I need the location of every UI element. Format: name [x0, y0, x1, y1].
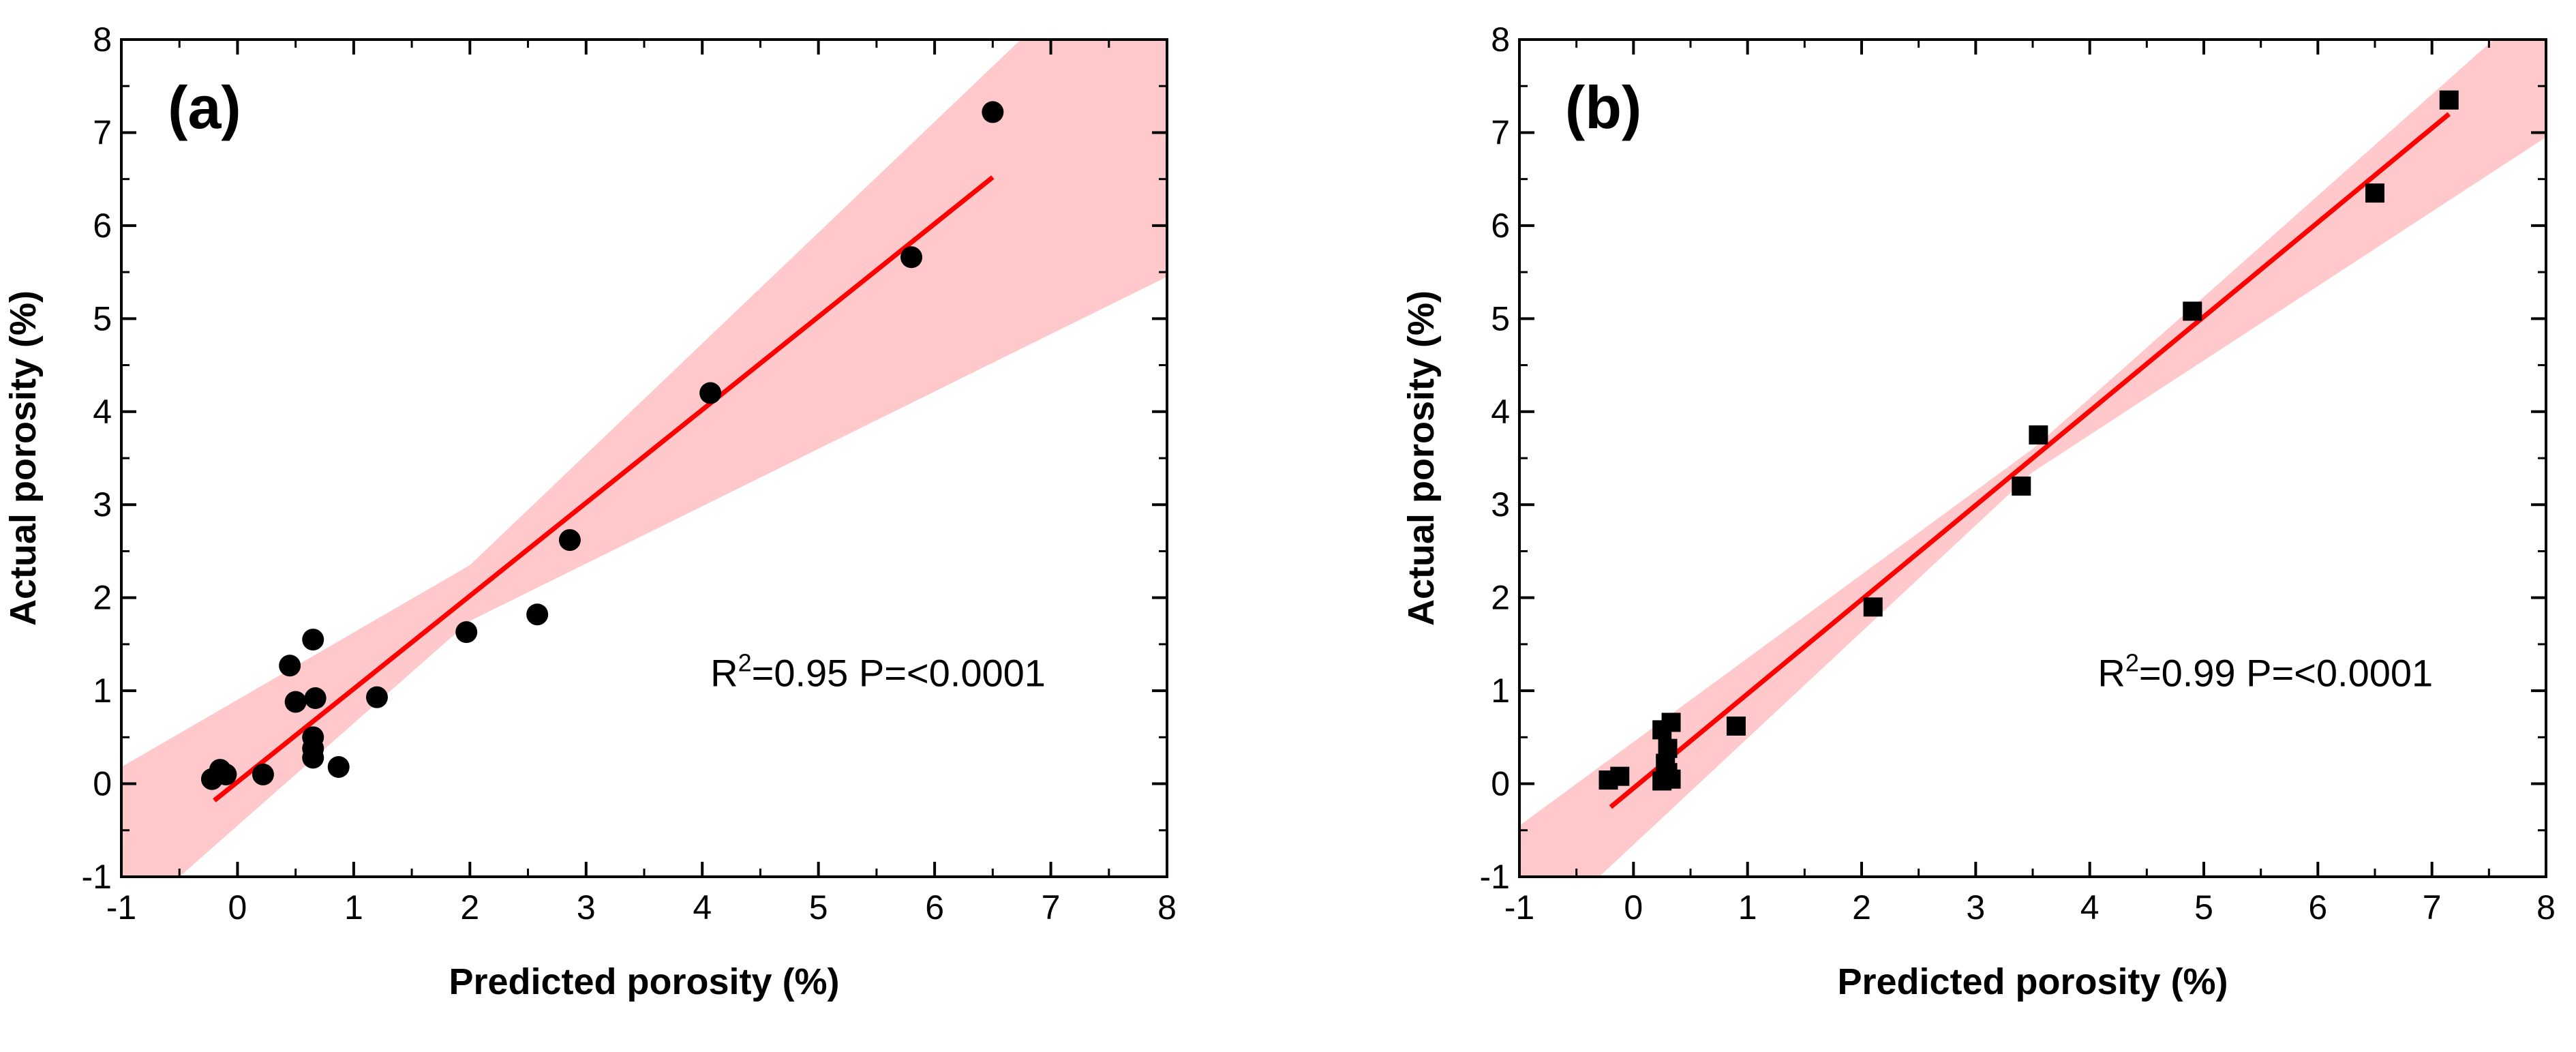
annotation-main: R — [710, 651, 738, 694]
y-tick-label: 8 — [1491, 20, 1510, 59]
y-tick-label: 6 — [93, 207, 112, 245]
panel-a: -1 0 1 2 3 4 5 6 7 8 -1 0 1 2 3 4 5 6 7 8 Predicted porosity… — [3, 20, 1177, 1002]
y-tick-label: 3 — [93, 485, 112, 524]
data-point-square — [1610, 766, 1630, 786]
x-tick-label: -1 — [1504, 888, 1534, 927]
annotation-superscript: 2 — [2125, 648, 2139, 676]
annotation-rest: =0.95 P=<0.0001 — [752, 651, 1046, 694]
y-tick-label: 4 — [93, 393, 112, 431]
x-tick-label: 1 — [1738, 888, 1757, 927]
data-point-circle — [526, 603, 549, 626]
x-tick-label: 4 — [2080, 888, 2100, 927]
data-point-circle — [252, 763, 274, 785]
fit-line — [1609, 112, 2451, 809]
data-point-square — [1726, 716, 1746, 736]
y-axis-title: Actual porosity (%) — [1401, 290, 1442, 626]
x-axis-title: Predicted porosity (%) — [1837, 961, 2228, 1002]
data-point-circle — [455, 621, 478, 644]
y-tick-label: -1 — [1480, 858, 1510, 896]
data-point-square — [2029, 425, 2048, 445]
y-tick-label: 7 — [1491, 113, 1510, 151]
y-tick-label: 7 — [93, 113, 112, 151]
y-tick-label: 1 — [93, 672, 112, 710]
annotation-rest: =0.99 P=<0.0001 — [2139, 651, 2433, 694]
plot-area — [1519, 40, 2546, 877]
data-point-circle — [699, 382, 722, 404]
x-tick-label: 3 — [1966, 888, 1985, 927]
y-tick-label: 5 — [93, 299, 112, 337]
data-point-circle — [304, 687, 327, 710]
annotation-superscript: 2 — [738, 648, 752, 676]
x-tick-label: 6 — [925, 888, 944, 927]
x-axis-title: Predicted porosity (%) — [449, 961, 839, 1002]
data-point-circle — [365, 686, 388, 708]
y-tick-label: 6 — [1491, 207, 1510, 245]
panel-label: (b) — [1565, 74, 1641, 141]
x-tick-label: 3 — [577, 888, 596, 927]
fit-line — [213, 175, 995, 802]
data-point-square — [2183, 301, 2202, 321]
y-tick-label: 0 — [93, 765, 112, 803]
data-point-square — [1661, 769, 1681, 789]
y-axis-title: Actual porosity (%) — [3, 290, 44, 626]
x-tick-label: 5 — [2194, 888, 2213, 927]
data-point-square — [1661, 712, 1681, 732]
data-point-square — [2365, 183, 2384, 203]
data-point-circle — [302, 629, 324, 651]
y-tick-label: 8 — [93, 20, 112, 59]
data-point-circle — [982, 101, 1004, 123]
x-tick-label: 8 — [2536, 888, 2556, 927]
x-tick-label: 8 — [1157, 888, 1177, 927]
x-tick-label: 0 — [228, 888, 247, 927]
x-tick-label: 2 — [460, 888, 479, 927]
confidence-band — [121, 40, 1167, 877]
annotation-main: R — [2097, 651, 2125, 694]
x-tick-label: 1 — [344, 888, 363, 927]
x-tick-label: 6 — [2308, 888, 2327, 927]
y-tick-label: 2 — [93, 579, 112, 617]
y-tick-label: -1 — [82, 858, 112, 896]
r-squared-annotation: R2=0.95 P=<0.0001 — [710, 648, 1046, 694]
y-tick-label: 1 — [1491, 672, 1510, 710]
y-tick-label: 5 — [1491, 299, 1510, 337]
data-point-circle — [558, 529, 581, 552]
x-tick-label: 5 — [809, 888, 828, 927]
y-tick-label: 2 — [1491, 579, 1510, 617]
data-point-circle — [215, 763, 237, 785]
x-tick-label: -1 — [106, 888, 136, 927]
confidence-band — [1519, 40, 2546, 877]
data-point-circle — [327, 755, 350, 778]
data-point-square — [2439, 90, 2459, 110]
panel-label: (a) — [168, 74, 241, 141]
y-tick-label: 3 — [1491, 485, 1510, 524]
x-tick-label: 2 — [1852, 888, 1871, 927]
data-point-circle — [279, 655, 301, 677]
x-tick-label: 4 — [693, 888, 712, 927]
data-point-square — [1863, 597, 1883, 617]
x-tick-label: 7 — [2423, 888, 2442, 927]
data-point-circle — [284, 691, 307, 713]
x-tick-label: 0 — [1624, 888, 1643, 927]
x-tick-label: 7 — [1042, 888, 1061, 927]
panel-b: -1 0 1 2 3 4 5 6 7 8 -1 0 1 2 3 4 5 6 7 8 Predicted porosity… — [1401, 20, 2556, 1002]
y-tick-label: 4 — [1491, 393, 1510, 431]
data-point-circle — [302, 747, 324, 769]
y-tick-label: 0 — [1491, 765, 1510, 803]
r-squared-annotation: R2=0.99 P=<0.0001 — [2097, 648, 2433, 694]
data-point-circle — [900, 246, 923, 269]
plot-area — [121, 40, 1167, 877]
data-point-square — [2012, 476, 2031, 496]
